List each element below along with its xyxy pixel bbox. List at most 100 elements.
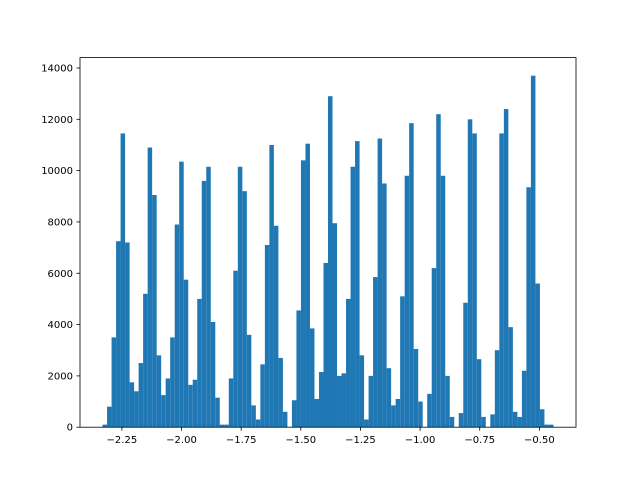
bar [359,355,365,428]
bar [210,322,216,428]
y-tick-label: 0 [67,423,73,434]
bar [102,424,108,428]
bar [449,416,455,428]
bar [215,397,220,428]
bar [282,411,288,428]
bar [264,245,270,428]
bar [107,406,112,428]
bar [242,191,247,428]
x-tick-label: −2.00 [166,435,197,446]
bar [404,175,410,428]
bar [300,160,306,428]
bar [512,411,518,428]
bar [125,242,130,428]
bar [116,241,121,428]
bar [328,96,333,428]
bar [427,393,432,428]
bar [296,310,301,428]
bar [341,373,347,428]
bar [503,109,509,428]
bar [323,262,328,428]
y-tick-label: 14000 [41,63,73,74]
bar [463,302,468,428]
bar [111,337,117,428]
bar [188,384,193,428]
bar [179,161,184,428]
y-tick-label: 10000 [41,166,73,177]
x-tick-label: −0.75 [464,435,495,446]
bar [170,337,175,428]
bar [197,298,202,428]
y-tick-label: 6000 [48,269,73,280]
bar [458,413,464,428]
bar [350,166,356,428]
bar [544,424,549,428]
bar [224,424,229,428]
bar [183,279,189,428]
bar [273,225,279,428]
bar [129,382,135,428]
bar [237,166,243,428]
y-tick-label: 8000 [48,217,73,228]
bar [481,416,486,428]
bar [201,180,207,428]
bar [314,398,319,428]
bar [386,368,392,428]
bar [476,359,482,428]
bar [467,119,473,428]
x-tick-label: −1.00 [405,435,436,446]
bar [219,424,225,428]
bar [494,350,500,428]
y-tick-label: 2000 [48,371,73,382]
x-tick-label: −0.50 [524,435,555,446]
bar [165,378,171,428]
bar [305,143,310,428]
bar [318,372,324,428]
bar [382,183,387,428]
bar [391,405,396,428]
bar [440,175,446,428]
bar [508,327,513,428]
bar [373,277,378,428]
bar [255,419,261,428]
bar [152,194,157,428]
x-tick-label: −1.25 [345,435,376,446]
bar [156,355,162,428]
x-tick-label: −2.25 [107,435,138,446]
bar [431,268,437,428]
bar [517,416,522,428]
bar [395,398,401,428]
bar [269,144,274,428]
bar [174,224,180,428]
bar [228,378,234,428]
bar [499,133,504,428]
bar [192,379,198,428]
bar [143,293,148,428]
bar [233,270,238,428]
bar [138,363,144,428]
bar [445,375,450,428]
bar [278,357,283,428]
bar [548,424,554,428]
bar [413,348,419,428]
bar [535,283,540,428]
bar [134,391,139,428]
bar [120,133,126,428]
y-tick-label: 4000 [48,320,73,331]
bar [530,75,536,428]
bar [337,375,342,428]
x-tick-label: −1.50 [285,435,316,446]
bar [246,334,252,428]
y-tick-label: 12000 [41,115,73,126]
bar [418,401,423,428]
bar [400,296,405,428]
axes-frame [79,57,577,428]
bar [364,419,369,428]
bar [539,409,545,428]
x-tick-label: −1.75 [226,435,257,446]
bar [161,395,166,428]
bar [206,166,211,428]
bar [368,375,374,428]
bar [260,364,265,428]
